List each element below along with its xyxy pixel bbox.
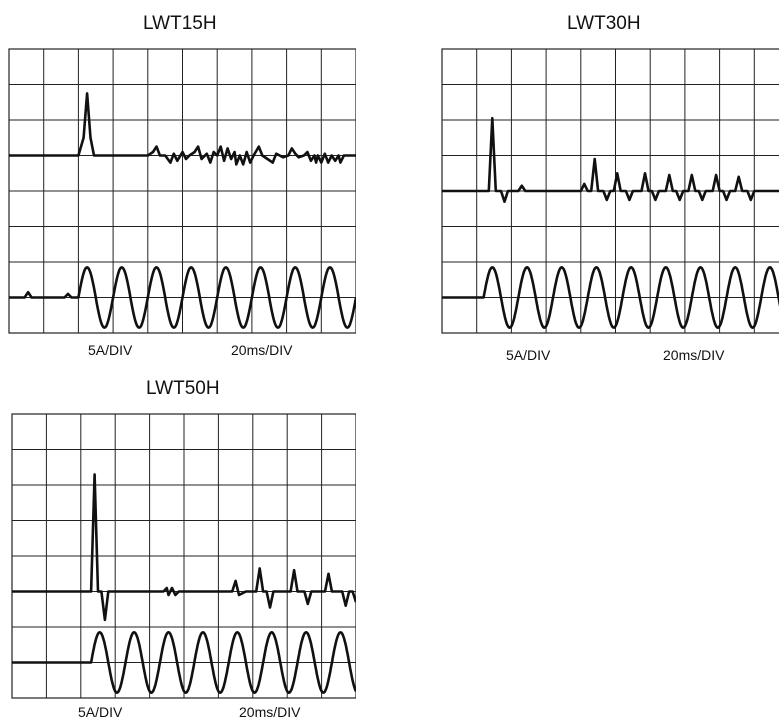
current-scale-label: 5A/DIV	[78, 704, 123, 720]
oscilloscope-plot	[441, 48, 779, 334]
time-scale-label: 20ms/DIV	[239, 704, 301, 720]
scope-panel-lwt15h: LWT15H 5A/DIV 20ms/DIV	[0, 0, 390, 360]
chart-title: LWT30H	[567, 13, 641, 34]
plot-area	[441, 48, 779, 334]
current-scale-label: 5A/DIV	[88, 342, 133, 358]
plot-area	[8, 48, 356, 334]
plot-border	[8, 48, 356, 334]
supply-voltage-trace	[12, 631, 356, 694]
inrush-current-trace	[442, 116, 779, 203]
supply-voltage-trace	[9, 266, 356, 329]
plot-border	[11, 413, 356, 699]
chart-title: LWT50H	[146, 378, 220, 399]
current-scale-label: 5A/DIV	[506, 347, 551, 363]
supply-voltage-trace	[442, 266, 779, 329]
oscilloscope-plot	[11, 413, 356, 699]
time-scale-label: 20ms/DIV	[663, 347, 725, 363]
inrush-current-trace	[12, 473, 356, 622]
time-scale-label: 20ms/DIV	[231, 342, 293, 358]
scope-panel-lwt30h: LWT30H 5A/DIV 20ms/DIV	[441, 13, 779, 363]
plot-area	[11, 413, 356, 699]
chart-title: LWT15H	[143, 13, 217, 34]
scope-panel-lwt50h: LWT50H 5A/DIV 20ms/DIV	[11, 378, 356, 720]
oscilloscope-plot	[8, 48, 356, 334]
inrush-current-trace	[9, 92, 356, 166]
